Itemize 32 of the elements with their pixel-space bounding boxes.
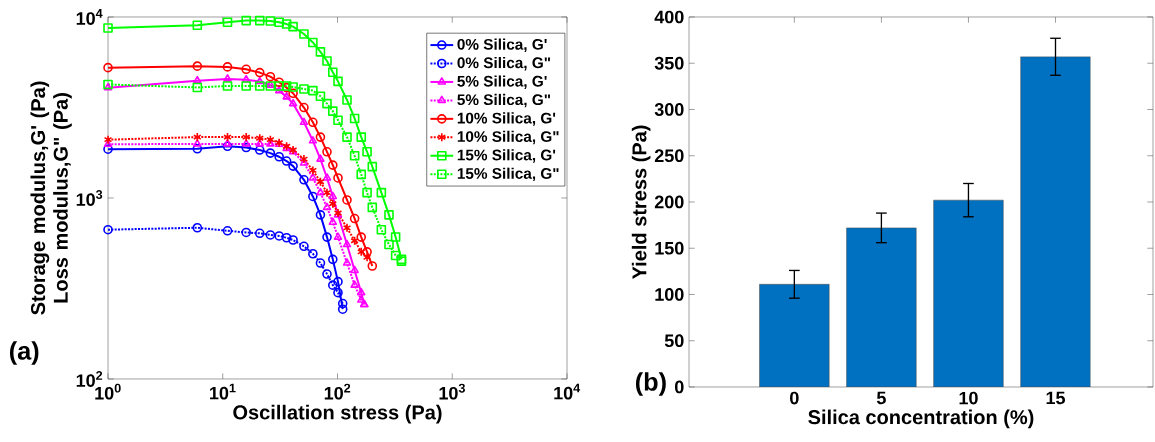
legend-label: 10% Silica, G"	[457, 130, 559, 145]
legend-label: 15% Silica, G'	[457, 149, 556, 163]
x-axis-title: Silica concentration (%)	[808, 409, 1034, 429]
legend-label: 0% Silica, G"	[457, 56, 551, 71]
y-tick-label: 400	[654, 10, 684, 24]
x-tick-label: 0	[790, 391, 799, 405]
x-tick-label: 15	[1046, 391, 1066, 405]
x-tick-label: 10$^{3}$	[439, 383, 465, 400]
legend-label: 10% Silica, G'	[457, 112, 556, 126]
y-axis-title: Storage modulus,G' (Pa) Loss modulus,G" (Pa)	[30, 81, 72, 315]
x-tick-label: 10$^{1}$	[210, 383, 236, 400]
y-tick-label: 200	[654, 195, 684, 209]
y-tick-label: 250	[654, 149, 684, 163]
legend-label: 5% Silica, G"	[457, 93, 551, 108]
x-tick-label: 5	[876, 391, 886, 405]
y-tick-label: 350	[654, 56, 684, 70]
y-tick-label: 10$^{4}$	[76, 9, 103, 25]
y-axis-title: Yield stress (Pa)	[631, 125, 651, 280]
y-tick-label: 100	[655, 288, 684, 301]
x-axis-title: Oscillation stress (Pa)	[233, 404, 442, 424]
y-tick-label: 50	[664, 334, 684, 348]
x-tick-label: 10$^{4}$	[554, 383, 581, 400]
legend-label: 5% Silica, G'	[457, 75, 547, 89]
y-tick-label: 300	[654, 103, 684, 116]
y-tick-label: 150	[655, 241, 684, 255]
x-tick-label: 10	[959, 391, 978, 405]
text: (b)	[635, 372, 666, 396]
text: (a)	[9, 341, 39, 365]
legend-label: 15% Silica, G"	[457, 167, 559, 182]
x-tick-label: 10$^{2}$	[324, 383, 351, 400]
y-tick-label: 10$^{3}$	[76, 190, 103, 206]
legend-label: 0% Silica, G'	[457, 38, 547, 52]
